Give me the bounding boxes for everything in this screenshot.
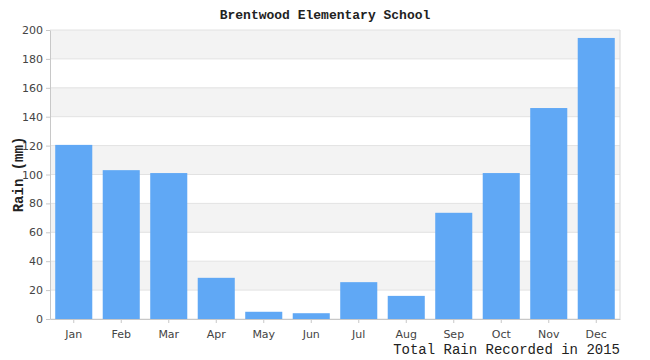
x-tick-label: Jan xyxy=(64,328,82,341)
y-tick-mark xyxy=(46,232,50,233)
x-tick: Nov xyxy=(538,319,560,341)
bar xyxy=(198,278,235,319)
y-tick-label: 180 xyxy=(22,53,43,66)
x-tick: Jan xyxy=(64,319,82,341)
x-tick: Sep xyxy=(443,319,464,341)
bar xyxy=(245,312,282,319)
x-tick: May xyxy=(252,319,275,341)
y-tick-label: 60 xyxy=(29,226,43,239)
y-tick-mark xyxy=(46,319,50,320)
x-tick-label: Aug xyxy=(396,328,417,341)
bars xyxy=(55,38,615,319)
x-tick: Aug xyxy=(396,319,417,341)
y-tick-label: 160 xyxy=(22,82,43,95)
y-tick-mark xyxy=(46,203,50,204)
x-tick-label: Jun xyxy=(302,328,320,341)
y-tick: 160 xyxy=(22,82,50,95)
x-tick: Feb xyxy=(112,319,131,341)
bar xyxy=(435,213,472,319)
x-tick-label: Oct xyxy=(492,328,512,341)
y-axis-title: Rain (mm) xyxy=(11,137,27,213)
grid xyxy=(50,30,620,319)
x-tick: Oct xyxy=(492,319,512,341)
grid-line xyxy=(50,30,620,31)
x-tick-mark xyxy=(501,319,502,323)
y-tick-mark xyxy=(46,117,50,118)
grid-band xyxy=(50,59,620,88)
y-tick-mark xyxy=(46,261,50,262)
bar xyxy=(150,173,187,319)
y-tick: 0 xyxy=(36,313,50,326)
y-tick: 200 xyxy=(22,24,50,37)
y-tick-mark xyxy=(46,59,50,60)
plot: 020406080100120140160180200JanFebMarAprM… xyxy=(22,24,621,341)
x-tick-mark xyxy=(358,319,359,323)
x-tick-label: May xyxy=(252,328,275,341)
x-tick-label: Nov xyxy=(538,328,560,341)
y-tick: 180 xyxy=(22,53,50,66)
grid-band xyxy=(50,30,620,59)
y-tick-mark xyxy=(46,88,50,89)
y-tick: 20 xyxy=(29,284,50,297)
grid-line xyxy=(50,58,620,59)
title: Brentwood Elementary School xyxy=(220,8,431,23)
grid-line xyxy=(50,87,620,88)
bar xyxy=(340,282,377,319)
x-tick-label: Apr xyxy=(207,328,227,341)
bar xyxy=(483,173,520,319)
x-tick-label: Sep xyxy=(443,328,464,341)
x-tick-mark xyxy=(596,319,597,323)
y-tick: 40 xyxy=(29,255,50,268)
y-tick: 60 xyxy=(29,226,50,239)
bar xyxy=(55,145,92,319)
y-tick-mark xyxy=(46,290,50,291)
bar xyxy=(530,108,567,319)
x-axis-line xyxy=(51,319,621,320)
x-tick-label: Dec xyxy=(586,328,607,341)
bar xyxy=(388,296,425,319)
y-tick-label: 0 xyxy=(36,313,43,326)
x-tick-label: Mar xyxy=(158,328,179,341)
x-tick-label: Jul xyxy=(351,328,365,341)
x-axis-title: Total Rain Recorded in 2015 xyxy=(393,342,620,358)
x-tick: Jul xyxy=(351,319,365,341)
bar xyxy=(578,38,615,319)
y-axis-line xyxy=(50,31,51,320)
y-tick: 140 xyxy=(22,111,50,124)
frame xyxy=(620,30,621,319)
bar xyxy=(293,313,330,319)
x-tick-mark xyxy=(548,319,549,323)
y-tick-label: 140 xyxy=(22,111,43,124)
y-tick-label: 20 xyxy=(29,284,43,297)
x-tick: Dec xyxy=(586,319,607,341)
x-tick-label: Feb xyxy=(112,328,131,341)
y-tick: 80 xyxy=(29,197,50,210)
x-tick-mark xyxy=(73,319,74,323)
y-tick-label: 200 xyxy=(22,24,43,37)
x-axis: Jan Feb Mar Apr May Jun Jul Aug Sep Oct Nov Dec xyxy=(51,319,621,341)
x-tick-mark xyxy=(121,319,122,323)
y-tick-mark xyxy=(46,30,50,31)
y-tick-label: 80 xyxy=(29,197,43,210)
bar xyxy=(103,170,140,319)
x-tick-mark xyxy=(216,319,217,323)
y-tick-label: 40 xyxy=(29,255,43,268)
x-tick-mark xyxy=(406,319,407,323)
x-tick-mark xyxy=(263,319,264,323)
x-tick: Apr xyxy=(207,319,227,341)
x-tick: Mar xyxy=(158,319,179,341)
x-tick-mark xyxy=(168,319,169,323)
x-tick-mark xyxy=(453,319,454,323)
x-tick: Jun xyxy=(302,319,320,341)
y-tick-mark xyxy=(46,175,50,176)
x-tick-mark xyxy=(311,319,312,323)
y-tick-mark xyxy=(46,146,50,147)
chart: 020406080100120140160180200JanFebMarAprM… xyxy=(0,0,650,360)
